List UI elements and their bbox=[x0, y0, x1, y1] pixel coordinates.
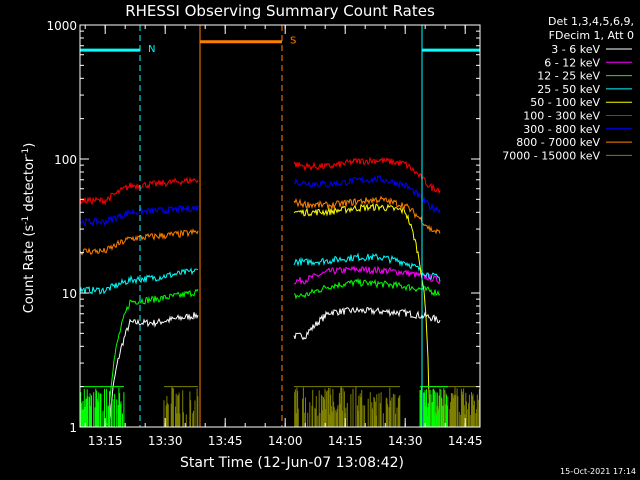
y-tick-label-1: 10 bbox=[62, 287, 77, 301]
x-tick-label-2: 13:45 bbox=[208, 434, 243, 448]
x-tick-label-1: 13:30 bbox=[148, 434, 183, 448]
series-line-2-seg-0 bbox=[106, 288, 199, 425]
event-label-0: N bbox=[148, 44, 155, 55]
plot-frame bbox=[79, 24, 481, 428]
series-line-2-seg-1 bbox=[293, 277, 441, 300]
chart-title: RHESSI Observing Summary Count Rates bbox=[125, 2, 435, 20]
x-tick-label-4: 14:15 bbox=[328, 434, 363, 448]
legend-label-7: 800 - 7000 keV bbox=[516, 136, 600, 149]
series-line-7-seg-0 bbox=[79, 228, 199, 256]
legend: Det 1,3,4,5,6,9, FDecim 1, Att 0 3 - 6 k… bbox=[502, 15, 634, 162]
legend-label-4: 50 - 100 keV bbox=[530, 96, 600, 109]
legend-label-2: 12 - 25 keV bbox=[537, 70, 600, 83]
series-line-5-seg-1 bbox=[293, 156, 441, 195]
x-tick-label-6: 14:45 bbox=[448, 434, 483, 448]
x-axis-label: Start Time (12-Jun-07 13:08:42) bbox=[180, 455, 404, 471]
y-tick-label-2: 100 bbox=[54, 153, 77, 167]
plot-data-layer: N S 1 10 100 1000 13:15 13:30 13:45 14:00 14:15 14:… bbox=[46, 19, 482, 448]
burst-2 bbox=[294, 386, 401, 427]
legend-header-line-2: FDecim 1, Att 0 bbox=[549, 29, 634, 42]
series-line-1-seg-1 bbox=[293, 265, 441, 286]
x-tick-label-3: 14:00 bbox=[268, 434, 303, 448]
legend-label-1: 6 - 12 keV bbox=[544, 56, 600, 69]
series-line-3-seg-1 bbox=[293, 252, 441, 282]
legend-header-line-1: Det 1,3,4,5,6,9, bbox=[548, 15, 634, 28]
series-line-0-seg-1 bbox=[293, 306, 441, 341]
x-tick-label-0: 13:15 bbox=[88, 434, 123, 448]
y-tick-label-3: 1000 bbox=[46, 19, 77, 33]
event-label-1: S bbox=[290, 36, 296, 47]
series-line-3-seg-0 bbox=[79, 267, 199, 295]
series-line-4-seg-1 bbox=[293, 202, 430, 401]
series-line-5-seg-0 bbox=[79, 176, 199, 206]
series-line-6-seg-1 bbox=[293, 174, 441, 214]
generated-timestamp: 15-Oct-2021 17:14 bbox=[560, 467, 636, 476]
burst-1 bbox=[163, 387, 199, 427]
series-line-0-seg-0 bbox=[106, 312, 199, 425]
legend-label-8: 7000 - 15000 keV bbox=[502, 149, 600, 162]
x-tick-label-5: 14:30 bbox=[388, 434, 423, 448]
legend-label-3: 25 - 50 keV bbox=[537, 83, 600, 96]
series-line-6-seg-0 bbox=[79, 205, 199, 228]
y-tick-label-0: 1 bbox=[69, 421, 77, 435]
burst-0 bbox=[80, 388, 125, 427]
burst-4 bbox=[419, 386, 448, 427]
series-line-7-seg-1 bbox=[293, 195, 441, 235]
legend-label-6: 300 - 800 keV bbox=[523, 123, 600, 136]
legend-label-0: 3 - 6 keV bbox=[551, 43, 600, 56]
y-axis-label: Count Rate (s-1 detector-1) bbox=[21, 143, 37, 314]
legend-label-5: 100 - 300 keV bbox=[523, 110, 600, 123]
